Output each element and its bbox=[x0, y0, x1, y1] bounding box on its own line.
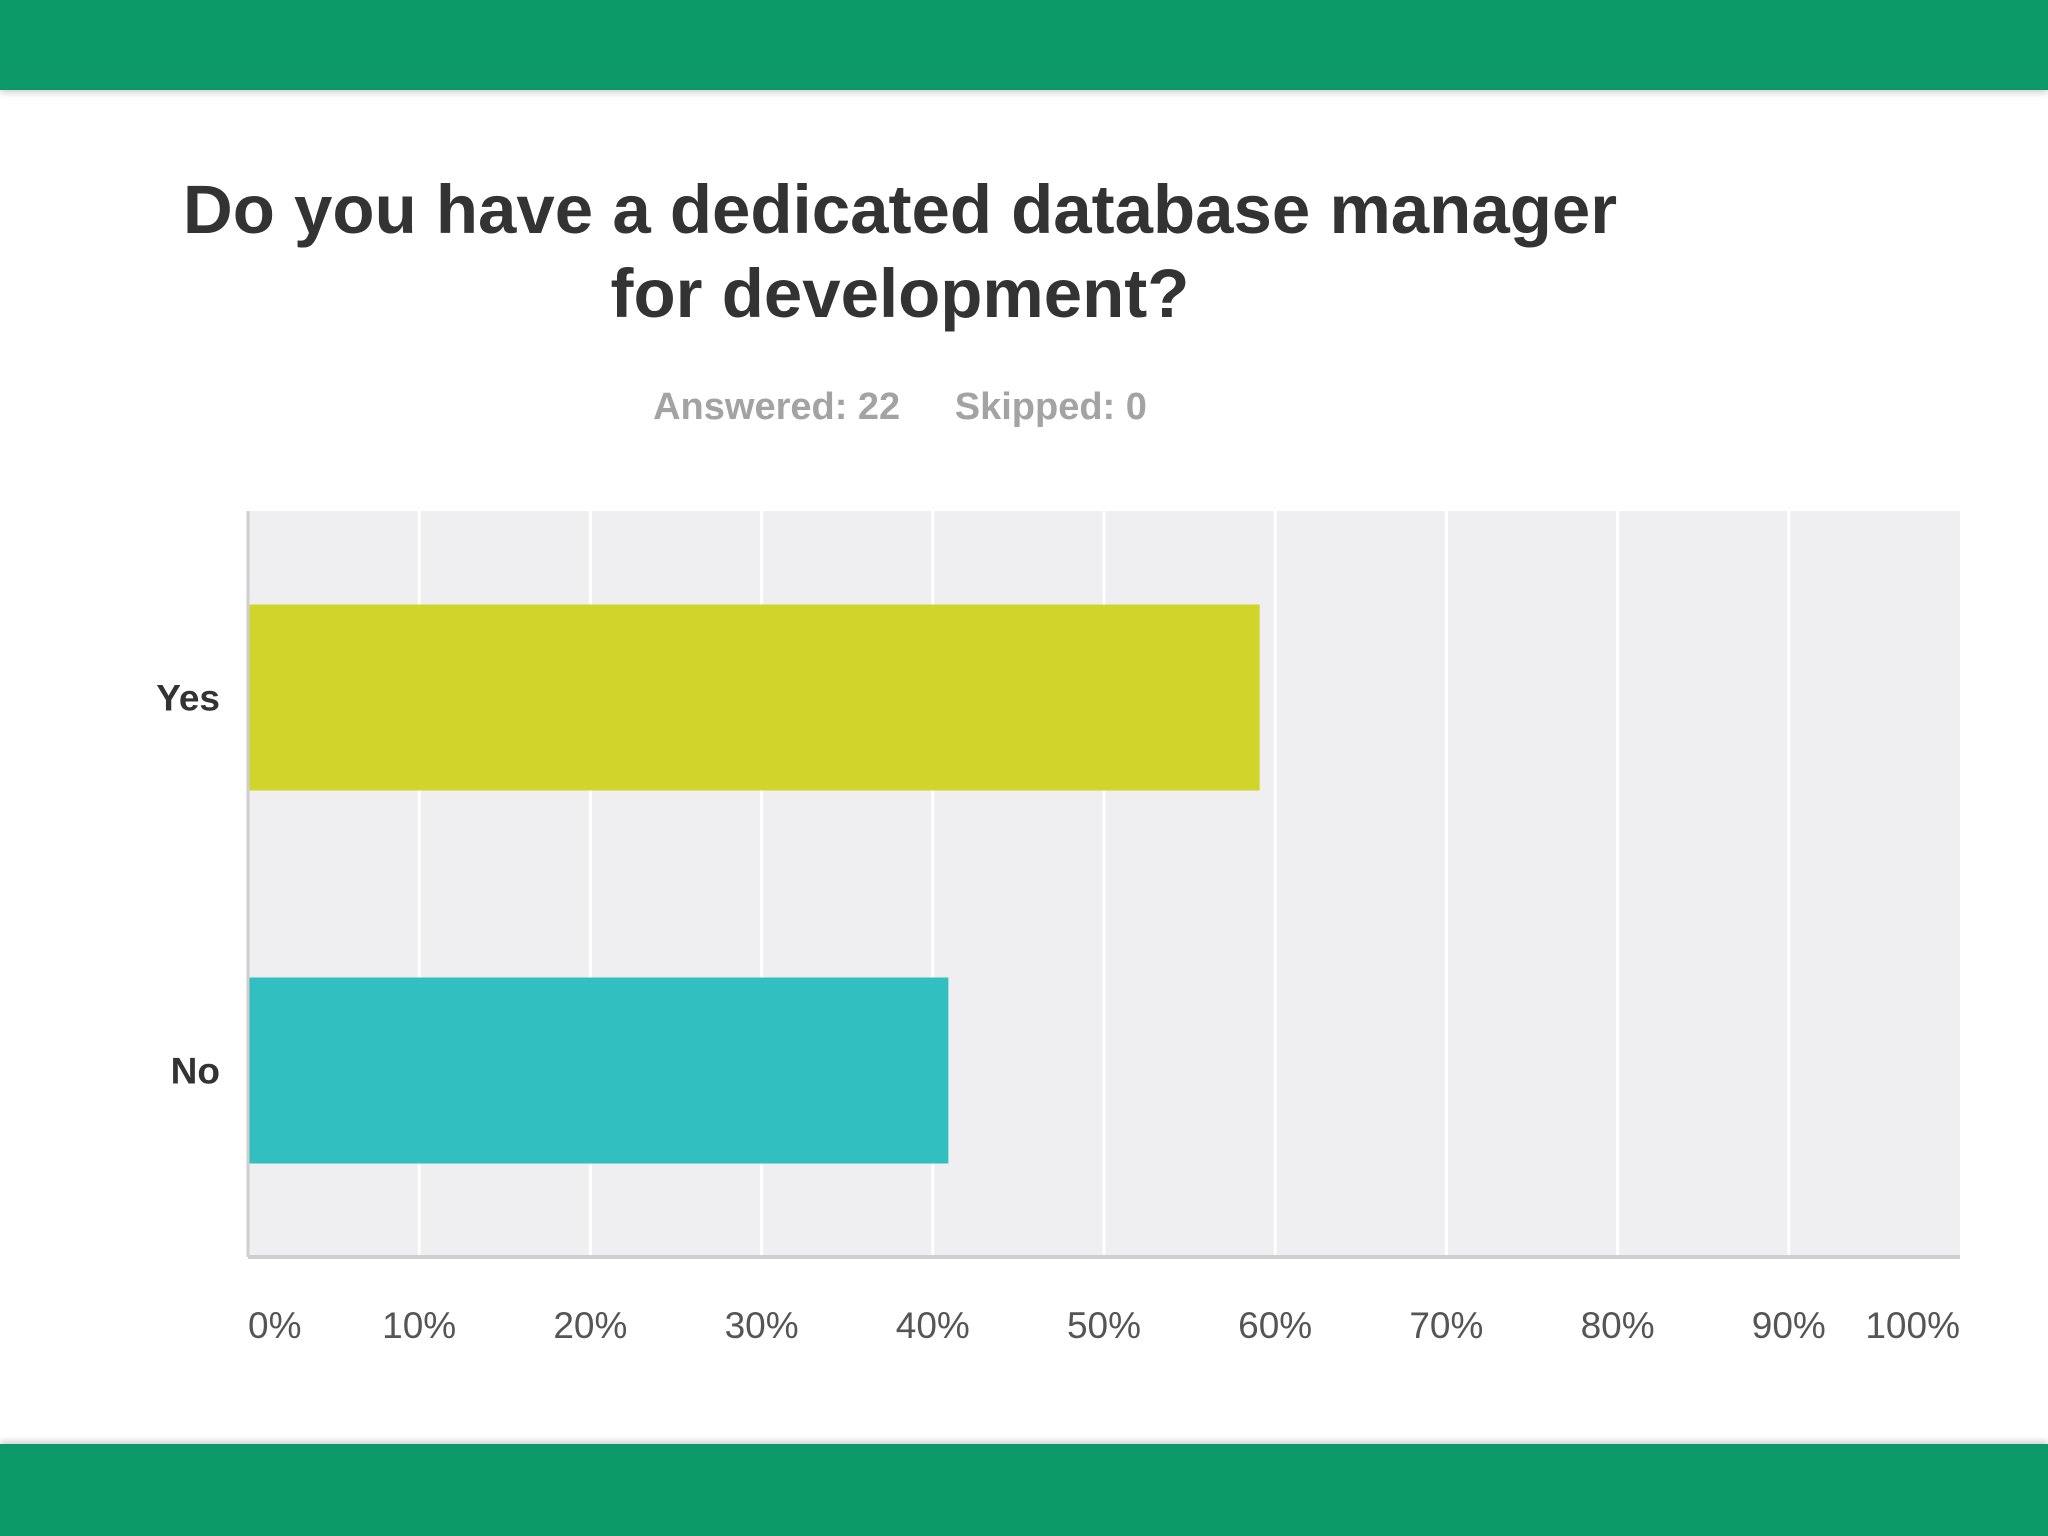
title-line-2: for development? bbox=[610, 255, 1190, 332]
x-tick-label: 100% bbox=[1865, 1305, 1960, 1346]
x-tick-label: 30% bbox=[725, 1305, 799, 1346]
category-label-yes: Yes bbox=[156, 678, 220, 719]
answered-count: Answered: 22 bbox=[653, 386, 901, 428]
x-tick-label: 90% bbox=[1752, 1305, 1826, 1346]
x-tick-label: 10% bbox=[382, 1305, 456, 1346]
bar-chart: 0% 10% 20% 30% 40% 50% 60% 70% 80% 90% 100% Yes No bbox=[156, 511, 1960, 1346]
bar-no bbox=[248, 977, 949, 1164]
category-labels: Yes No bbox=[156, 678, 220, 1092]
axes bbox=[246, 511, 1960, 1259]
x-tick-label: 0% bbox=[248, 1305, 301, 1346]
chart-title: Do you have a dedicated database manager… bbox=[120, 168, 1680, 336]
x-tick-label: 70% bbox=[1409, 1305, 1483, 1346]
x-tick-label: 60% bbox=[1238, 1305, 1312, 1346]
x-tick-labels: 0% 10% 20% 30% 40% 50% 60% 70% 80% 90% 100% bbox=[248, 1305, 1960, 1346]
response-stats: Answered: 22 Skipped: 0 bbox=[0, 386, 1800, 429]
x-tick-label: 20% bbox=[553, 1305, 627, 1346]
x-tick-label: 40% bbox=[896, 1305, 970, 1346]
x-tick-label: 80% bbox=[1581, 1305, 1655, 1346]
bottom-band bbox=[0, 1444, 2048, 1536]
skipped-count: Skipped: 0 bbox=[954, 386, 1147, 428]
bars bbox=[248, 604, 1260, 1164]
x-tick-label: 50% bbox=[1067, 1305, 1141, 1346]
bar-yes bbox=[248, 604, 1260, 791]
title-line-1: Do you have a dedicated database manager bbox=[182, 171, 1618, 248]
category-label-no: No bbox=[171, 1051, 220, 1092]
top-band bbox=[0, 0, 2048, 90]
